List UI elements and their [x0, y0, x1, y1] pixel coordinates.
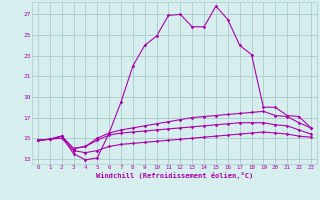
X-axis label: Windchill (Refroidissement éolien,°C): Windchill (Refroidissement éolien,°C) [96, 172, 253, 179]
